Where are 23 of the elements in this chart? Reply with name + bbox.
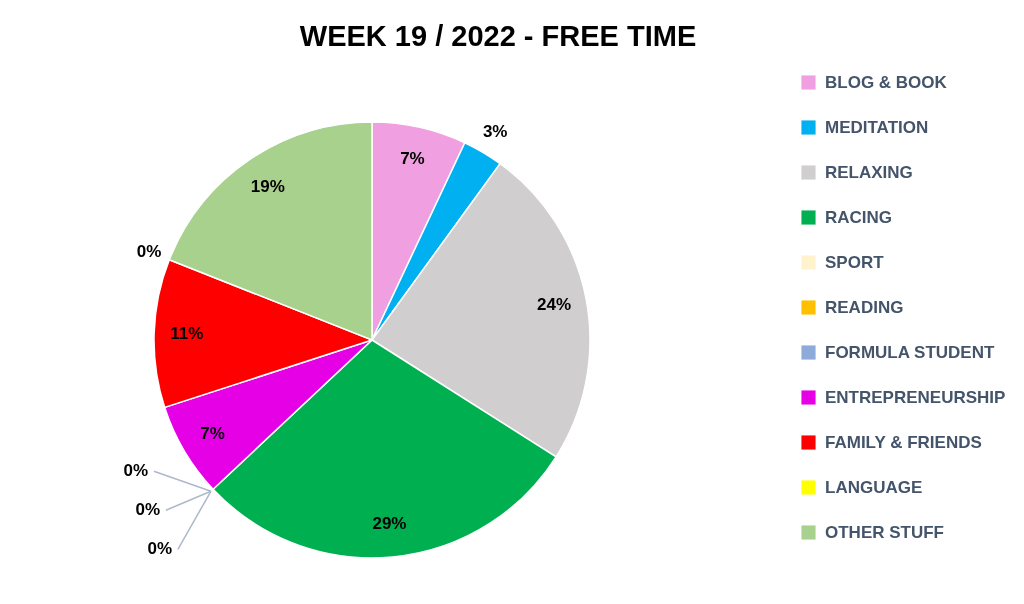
data-label: 29% bbox=[372, 514, 407, 534]
data-label: 3% bbox=[482, 121, 508, 141]
legend-label: SPORT bbox=[825, 252, 885, 272]
data-label: 19% bbox=[250, 176, 285, 196]
data-label: 11% bbox=[170, 324, 204, 344]
text: 0% bbox=[123, 461, 149, 481]
legend-label: ENTREPRENEURSHIP bbox=[825, 387, 1006, 407]
legend-label: LANGUAGE bbox=[825, 477, 923, 497]
text: 0% bbox=[135, 500, 161, 520]
legend-label: RACING bbox=[825, 207, 893, 227]
data-label: 24% bbox=[537, 295, 572, 315]
legend-label: READING bbox=[825, 297, 904, 317]
legend-label: OTHER STUFF bbox=[825, 522, 944, 542]
legend-label: FAMILY & FRIENDS bbox=[825, 432, 982, 452]
legend-label: MEDITATION bbox=[825, 117, 929, 137]
legend-label: BLOG & BOOK bbox=[825, 72, 948, 92]
legend-label: FORMULA STUDENT bbox=[825, 342, 995, 362]
data-label: 7% bbox=[200, 424, 225, 444]
legend-label: RELAXING bbox=[825, 162, 913, 182]
text: 0% bbox=[136, 241, 162, 261]
chart-title: WEEK 19 / 2022 - FREE TIME bbox=[299, 20, 697, 52]
data-label: 7% bbox=[400, 149, 425, 169]
text: 0% bbox=[147, 539, 173, 559]
